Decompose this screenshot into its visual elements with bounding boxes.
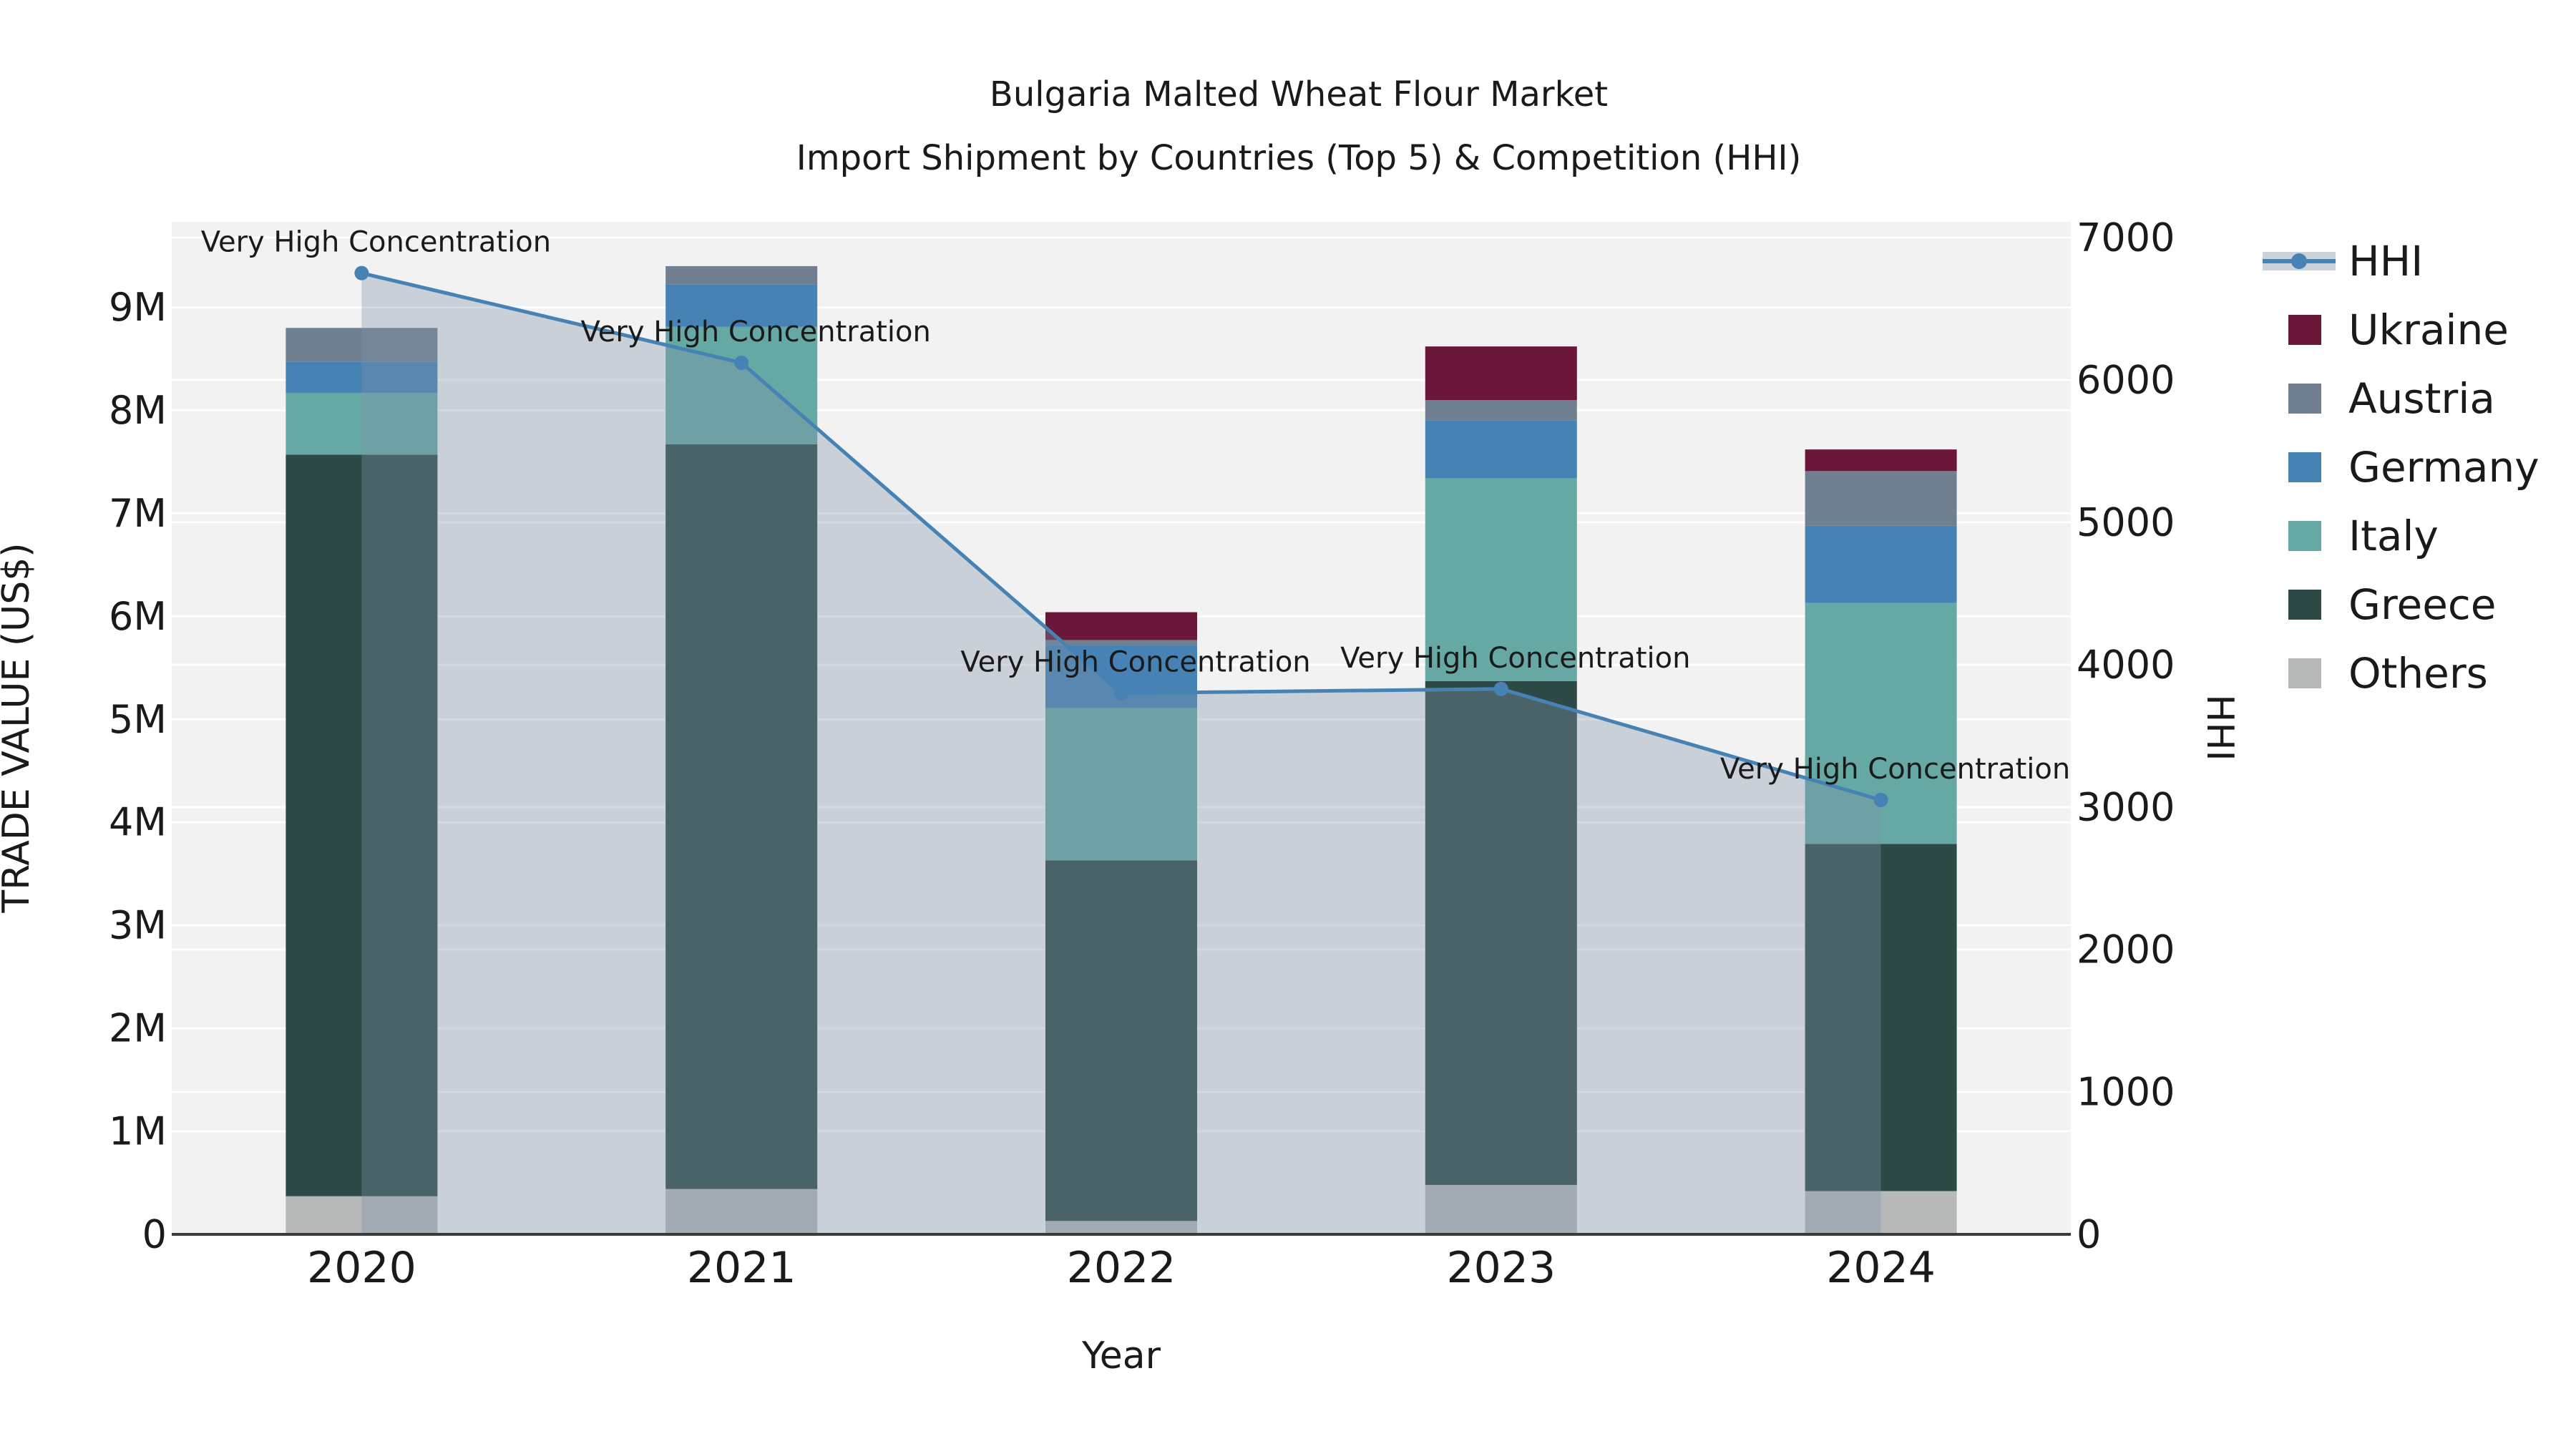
y-tick-label: 0: [142, 1212, 167, 1257]
bar-segment-italy-2021: [665, 326, 818, 444]
legend-label-greece: Greece: [2348, 580, 2496, 629]
bar-segment-ukraine-2024: [1805, 449, 1957, 472]
x-axis-title: Year: [1081, 1335, 1161, 1377]
bar-segment-ukraine-2022: [1045, 612, 1197, 640]
y-tick-label: 8M: [109, 388, 167, 433]
y2-axis-title: HHI: [2198, 694, 2241, 761]
y2-tick-label: 0: [2077, 1212, 2101, 1257]
legend-item-greece: Greece: [2288, 580, 2496, 629]
legend-swatch-austria: [2288, 384, 2321, 414]
hhi-marker-2023: [1493, 681, 1508, 696]
legend-item-italy: Italy: [2288, 512, 2439, 560]
legend-label-germany: Germany: [2348, 443, 2540, 492]
bar-segment-ukraine-2023: [1425, 346, 1577, 401]
bar-segment-greece-2020: [286, 454, 438, 1196]
x-tick-label-2022: 2022: [1067, 1243, 1176, 1293]
y2-tick-label: 2000: [2077, 927, 2175, 972]
bar-series-group: [286, 265, 1957, 1234]
y-tick-label: 2M: [109, 1006, 167, 1051]
y-axis-title: TRADE VALUE (US$): [0, 542, 38, 913]
bar-segment-others-2023: [1425, 1184, 1577, 1234]
legend-swatch-germany: [2288, 452, 2321, 482]
bar-segment-italy-2023: [1425, 478, 1577, 682]
hhi-marker-2021: [734, 356, 749, 371]
tick-labels-group: 0 1M 2M 3M 4M 5M 6M 7M 8M 9M 0 1000 2000 3000 4000 5000…: [109, 215, 2175, 1293]
bar-segment-austria-2020: [286, 328, 438, 362]
chart-subtitle: Import Shipment by Countries (Top 5) & C…: [796, 138, 1802, 178]
legend-label-italy: Italy: [2348, 512, 2439, 560]
y2-tick-label: 3000: [2077, 784, 2175, 829]
bar-segment-austria-2023: [1425, 400, 1577, 421]
legend-swatch-others: [2288, 658, 2321, 688]
legend-swatch-italy: [2288, 521, 2321, 551]
bar-segment-germany-2020: [286, 361, 438, 393]
x-tick-label-2023: 2023: [1446, 1243, 1556, 1293]
y-tick-label: 5M: [109, 697, 167, 742]
bar-segment-others-2024: [1805, 1191, 1957, 1234]
bar-segment-others-2020: [286, 1196, 438, 1234]
hhi-marker-2024: [1873, 793, 1888, 808]
chart-title: Bulgaria Malted Wheat Flour Market: [990, 74, 1608, 114]
bar-segment-austria-2022: [1045, 640, 1197, 645]
y2-tick-label: 6000: [2077, 357, 2175, 402]
legend-label-ukraine: Ukraine: [2348, 306, 2509, 354]
legend-hhi-marker: [2291, 253, 2307, 269]
legend-swatch-ukraine: [2288, 315, 2321, 345]
bar-segment-germany-2024: [1805, 525, 1957, 603]
hhi-annotation-2020: Very High Concentration: [201, 226, 551, 259]
hhi-annotation-2022: Very High Concentration: [960, 646, 1310, 679]
hhi-area-group: [361, 273, 1881, 1235]
hhi-area: [361, 273, 1881, 1235]
hhi-marker-2022: [1114, 686, 1128, 701]
bar-segment-italy-2022: [1045, 708, 1197, 861]
x-tick-label-2020: 2020: [307, 1243, 416, 1293]
bar-segment-greece-2022: [1045, 860, 1197, 1221]
legend: HHI Ukraine Austria Germany Italy Greece Other…: [2263, 237, 2540, 698]
legend-label-hhi: HHI: [2348, 237, 2423, 286]
legend-label-others: Others: [2348, 649, 2488, 698]
y-tick-label: 1M: [109, 1109, 167, 1154]
legend-item-hhi: HHI: [2263, 237, 2423, 286]
bar-segment-greece-2024: [1805, 844, 1957, 1191]
y-tick-label: 4M: [109, 800, 167, 845]
y-tick-label: 9M: [109, 285, 167, 330]
hhi-marker-2020: [354, 265, 369, 280]
bar-segment-greece-2021: [665, 444, 818, 1189]
x-tick-label-2021: 2021: [687, 1243, 796, 1293]
legend-item-others: Others: [2288, 649, 2488, 698]
legend-item-austria: Austria: [2288, 374, 2495, 423]
legend-item-ukraine: Ukraine: [2288, 306, 2509, 354]
bar-segment-germany-2023: [1425, 420, 1577, 479]
legend-label-austria: Austria: [2348, 374, 2495, 423]
hhi-line-group: [354, 265, 1888, 808]
bar-segment-others-2022: [1045, 1221, 1197, 1234]
y2-tick-label: 5000: [2077, 499, 2175, 545]
bar-segment-italy-2020: [286, 392, 438, 455]
annotations-group: Very High Concentration Very High Concent…: [201, 226, 2071, 786]
bar-segment-others-2021: [665, 1189, 818, 1234]
bar-segment-germany-2021: [665, 284, 818, 327]
bar-segment-greece-2023: [1425, 681, 1577, 1185]
y2-tick-label: 4000: [2077, 642, 2175, 687]
y-tick-label: 6M: [109, 594, 167, 639]
y-tick-label: 3M: [109, 903, 167, 948]
legend-swatch-greece: [2288, 590, 2321, 620]
y2-tick-label: 1000: [2077, 1069, 2175, 1114]
hhi-annotation-2024: Very High Concentration: [1720, 753, 2070, 786]
legend-item-germany: Germany: [2288, 443, 2540, 492]
x-tick-label-2024: 2024: [1826, 1243, 1936, 1293]
hhi-annotation-2021: Very High Concentration: [581, 316, 931, 348]
y2-tick-label: 7000: [2077, 215, 2175, 260]
bar-segment-austria-2021: [665, 265, 818, 285]
hhi-annotation-2023: Very High Concentration: [1340, 642, 1690, 675]
bar-segment-austria-2024: [1805, 471, 1957, 526]
y-tick-label: 7M: [109, 491, 167, 536]
